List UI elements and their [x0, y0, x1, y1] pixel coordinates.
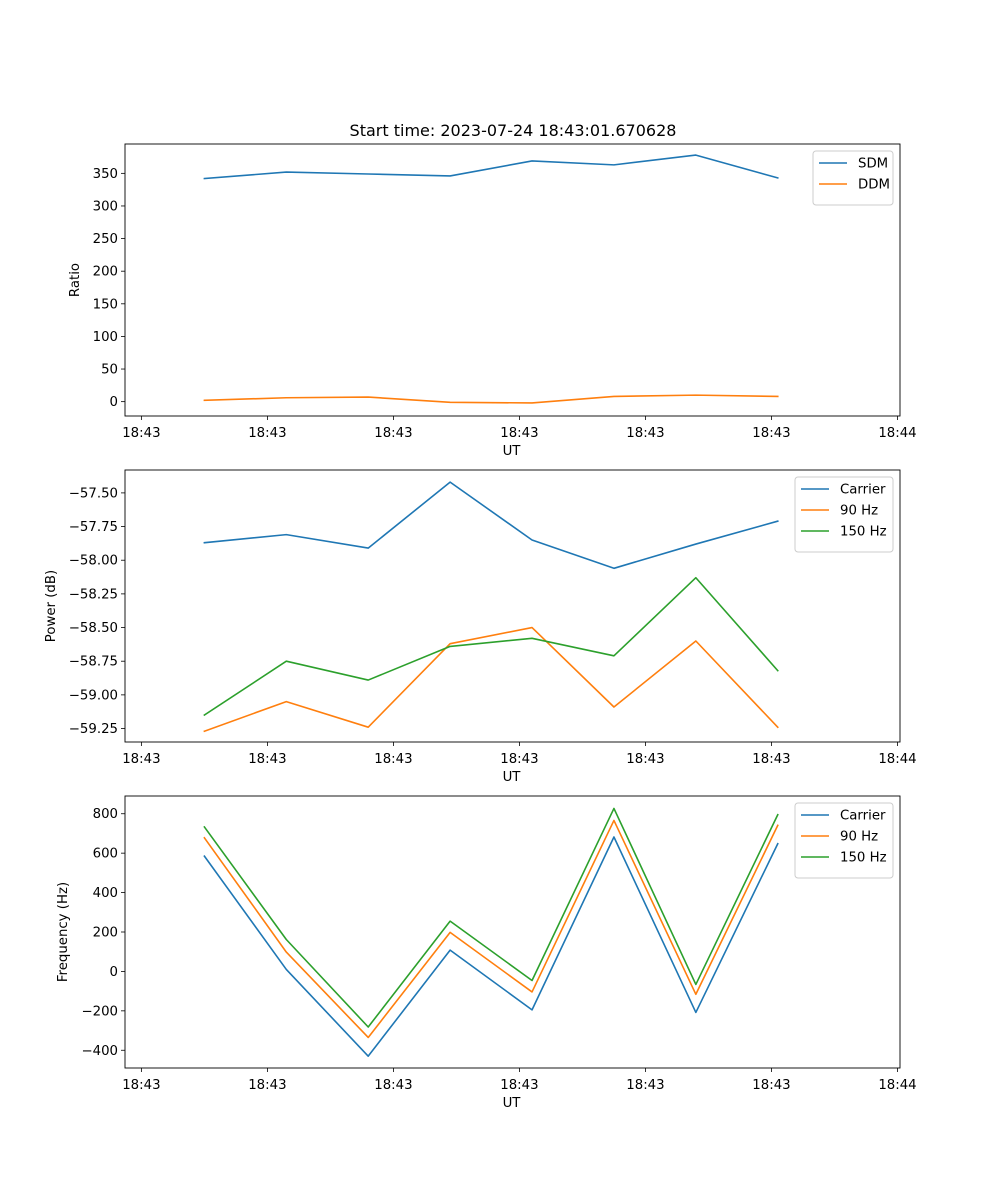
- y-tick-label: −57.50: [69, 486, 118, 501]
- figure-title: Start time: 2023-07-24 18:43:01.670628: [350, 121, 677, 140]
- series-line-carrier: [203, 481, 779, 570]
- y-tick-label: 0: [110, 965, 118, 980]
- x-tick-label: 18:43: [500, 752, 538, 767]
- y-tick-label: 150: [93, 297, 118, 312]
- x-tick-label: 18:43: [374, 1078, 412, 1093]
- y-tick-label: −57.75: [69, 520, 118, 535]
- x-tick-label: 18:43: [122, 426, 160, 441]
- legend-label: 150 Hz: [840, 525, 887, 540]
- y-tick-label: −58.00: [69, 554, 118, 569]
- legend: Carrier 90 Hz 150 Hz: [794, 476, 894, 553]
- x-tick-label: 18:43: [752, 426, 790, 441]
- series-line-150-hz: [203, 576, 779, 717]
- x-tick-label: 18:43: [248, 426, 286, 441]
- axes-frame: [124, 143, 901, 417]
- y-axis-label: Frequency (Hz): [56, 882, 71, 982]
- y-tick-label: −200: [81, 1004, 118, 1019]
- x-tick-label: 18:44: [878, 752, 916, 767]
- y-tick-label: 400: [93, 886, 118, 901]
- legend-label: 150 Hz: [840, 851, 887, 866]
- x-tick-label: 18:44: [878, 426, 916, 441]
- series-line-sdm: [203, 154, 779, 180]
- y-tick-label: −400: [81, 1044, 118, 1059]
- x-axis-label: UT: [503, 444, 522, 459]
- x-axis-label: UT: [503, 770, 522, 785]
- y-tick-label: −58.25: [69, 587, 118, 602]
- chart-1: 0 50 100 150 200 250 300 350 18:43 18:43 18:43 18:4…: [68, 143, 917, 459]
- x-tick-label: 18:43: [626, 426, 664, 441]
- charts-container: 0 50 100 150 200 250 300 350 18:43 18:43 18:43 18:4…: [44, 143, 917, 1111]
- x-tick-label: 18:43: [248, 1078, 286, 1093]
- x-tick-label: 18:43: [626, 1078, 664, 1093]
- y-tick-label: 0: [110, 395, 118, 410]
- x-tick-label: 18:44: [878, 1078, 916, 1093]
- y-tick-label: −58.50: [69, 621, 118, 636]
- series-line-90-hz: [203, 626, 779, 733]
- x-tick-label: 18:43: [248, 752, 286, 767]
- y-tick-label: 300: [93, 199, 118, 214]
- x-tick-label: 18:43: [374, 426, 412, 441]
- x-tick-label: 18:43: [500, 426, 538, 441]
- legend-label: DDM: [858, 178, 890, 193]
- axes-frame: [124, 469, 901, 743]
- series-line-ddm: [203, 394, 779, 404]
- y-tick-label: 600: [93, 847, 118, 862]
- x-axis-label: UT: [503, 1096, 522, 1111]
- y-axis-label: Power (dB): [44, 570, 59, 642]
- y-tick-label: 350: [93, 167, 118, 182]
- y-tick-label: 50: [101, 363, 118, 378]
- legend: SDM DDM: [812, 150, 894, 206]
- y-tick-label: −59.00: [69, 688, 118, 703]
- y-tick-label: 100: [93, 330, 118, 345]
- axes-frame: [124, 795, 901, 1069]
- legend-box: [794, 476, 894, 553]
- x-tick-label: 18:43: [626, 752, 664, 767]
- x-tick-label: 18:43: [122, 1078, 160, 1093]
- x-tick-label: 18:43: [122, 752, 160, 767]
- legend-box: [794, 802, 894, 879]
- y-axis-label: Ratio: [68, 263, 83, 297]
- y-tick-label: 200: [93, 265, 118, 280]
- legend-box: [812, 150, 894, 206]
- legend-label: 90 Hz: [840, 504, 878, 519]
- series-line-90-hz: [203, 819, 779, 1039]
- x-tick-label: 18:43: [752, 1078, 790, 1093]
- series-line-150-hz: [203, 807, 779, 1028]
- legend: Carrier 90 Hz 150 Hz: [794, 802, 894, 879]
- x-tick-label: 18:43: [374, 752, 412, 767]
- legend-label: Carrier: [840, 809, 886, 824]
- legend-label: Carrier: [840, 483, 886, 498]
- series-line-carrier: [203, 836, 779, 1057]
- legend-label: SDM: [858, 157, 888, 172]
- y-tick-label: −58.75: [69, 655, 118, 670]
- plot-area: [125, 470, 900, 742]
- chart-2: −59.25 −59.00 −58.75 −58.50 −58.25 −58.00 −57.…: [44, 469, 917, 785]
- y-tick-label: 800: [93, 807, 118, 822]
- y-tick-label: −59.25: [69, 722, 118, 737]
- chart-3: −400 −200 0 200 400 600 800 18:43 18:43 18:43 18:4…: [56, 795, 917, 1111]
- y-tick-label: 200: [93, 926, 118, 941]
- plot-area: [125, 796, 900, 1068]
- legend-label: 90 Hz: [840, 830, 878, 845]
- y-tick-label: 250: [93, 232, 118, 247]
- plot-area: [125, 144, 900, 416]
- x-tick-label: 18:43: [500, 1078, 538, 1093]
- x-tick-label: 18:43: [752, 752, 790, 767]
